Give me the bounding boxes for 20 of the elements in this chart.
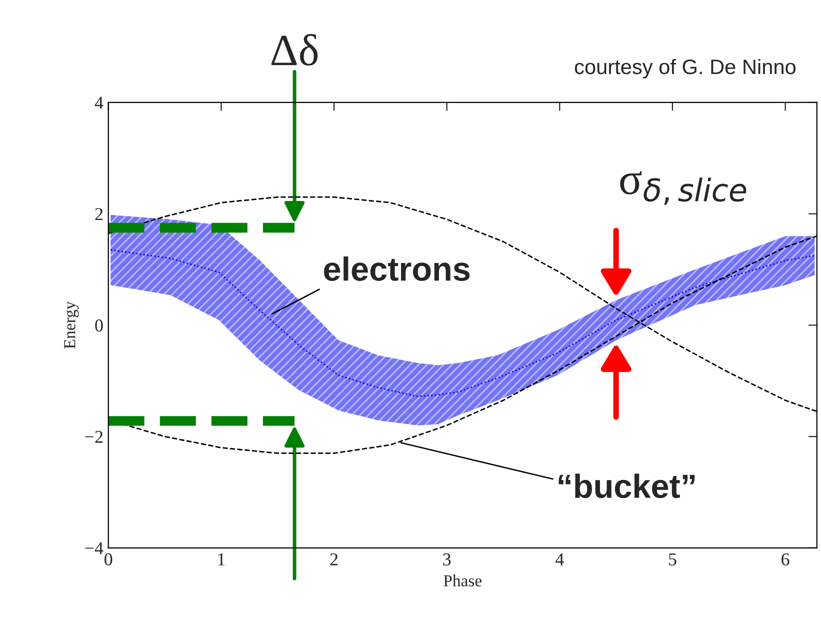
y-tick-label: 4 (94, 96, 104, 109)
x-tick-label: 6 (782, 553, 790, 566)
x-tick-label: 5 (669, 553, 676, 566)
y-axis-title: Energy (64, 301, 79, 349)
annotation: Δδ (271, 34, 318, 66)
y-tick-label: 2 (95, 208, 103, 220)
x-tick-label: 3 (443, 553, 451, 566)
y-tick-label: −4 (85, 542, 104, 554)
annotation: σ$_{δ,slice}$ (620, 171, 746, 205)
x-tick-label: 4 (556, 553, 564, 566)
annotation: electrons (324, 256, 470, 281)
x-axis-title: Phase (444, 574, 482, 586)
y-tick-label: −2 (85, 430, 103, 443)
x-tick-label: 0 (104, 553, 112, 566)
annotation: “bucket” (558, 474, 695, 498)
x-tick-label: 2 (330, 553, 338, 566)
text: courtesy of G. De Ninno (574, 58, 796, 78)
x-tick-label: 1 (218, 553, 225, 566)
y-tick-label: 0 (95, 319, 103, 332)
line-series (110, 249, 816, 398)
